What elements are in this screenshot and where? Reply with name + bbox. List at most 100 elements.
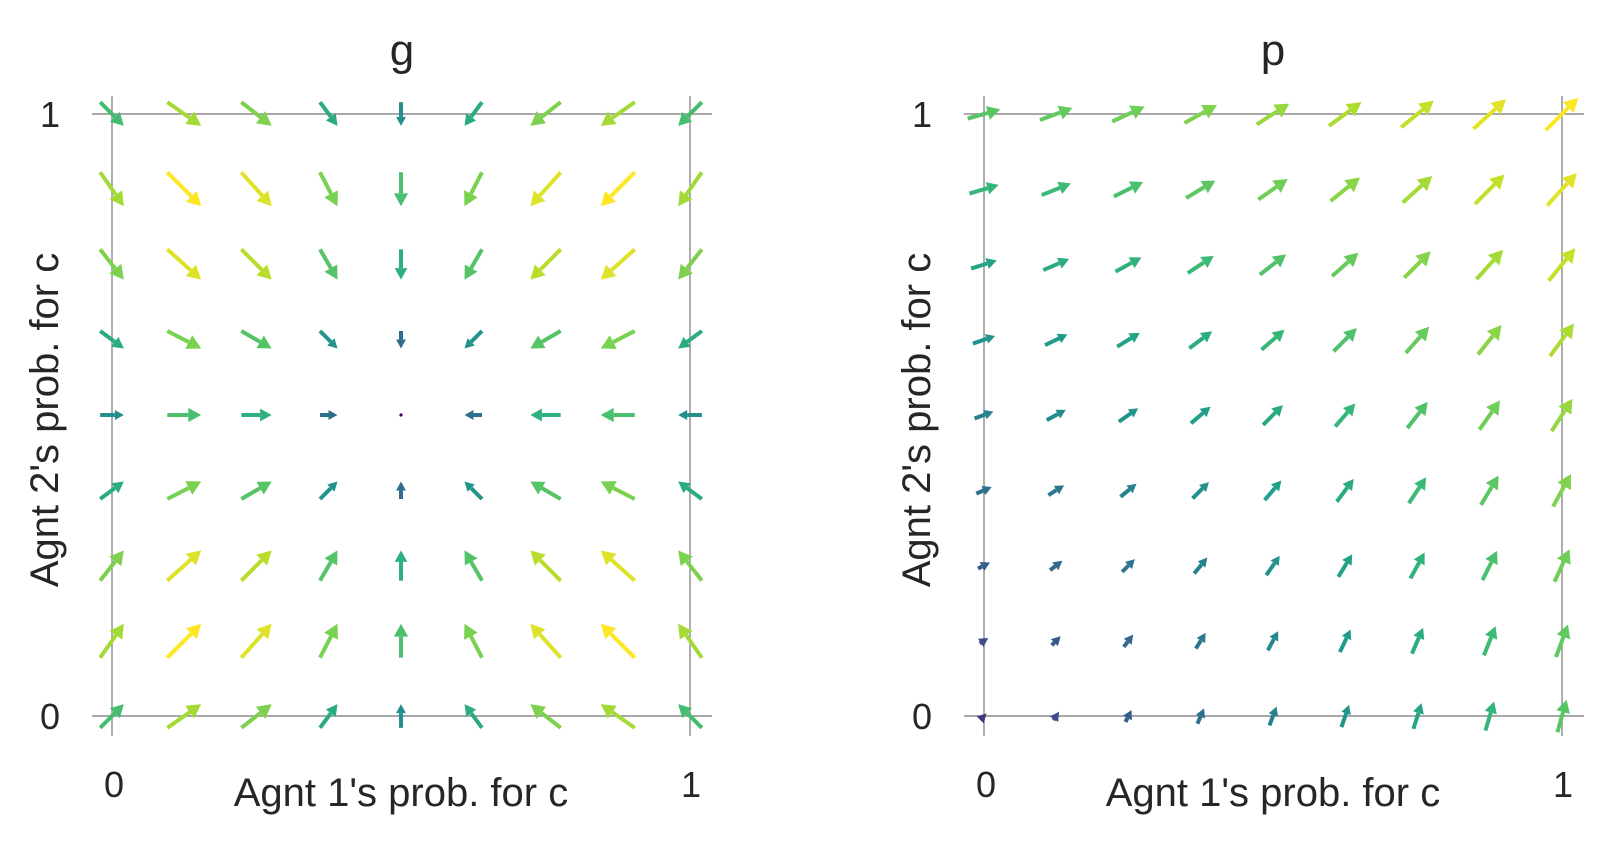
quiver-arrow bbox=[1330, 252, 1359, 278]
quiver-arrow bbox=[1472, 99, 1507, 131]
quiver-arrow bbox=[394, 249, 408, 280]
x-tick-label-0: 0 bbox=[104, 764, 124, 805]
quiver-arrow bbox=[1266, 631, 1279, 652]
quiver-arrow bbox=[320, 410, 338, 420]
quiver-arrow bbox=[968, 182, 999, 196]
quiver-arrow bbox=[1264, 555, 1280, 577]
quiver-arrow bbox=[1555, 699, 1570, 733]
quiver-arrow bbox=[530, 623, 563, 660]
quiver-arrow bbox=[1185, 180, 1216, 200]
quiver-arrow bbox=[600, 100, 636, 126]
quiver-arrow bbox=[678, 248, 704, 280]
quiver-arrow bbox=[973, 409, 994, 421]
quiver-arrow bbox=[1554, 624, 1571, 658]
quiver-arrow bbox=[464, 704, 484, 730]
quiver-arrow bbox=[1411, 703, 1424, 730]
quiver-arrow bbox=[1547, 248, 1576, 283]
quiver-arrow bbox=[1255, 103, 1290, 127]
quiver-arrow bbox=[318, 248, 338, 280]
quiver-arrow bbox=[318, 100, 338, 126]
quiver-arrow bbox=[1191, 482, 1209, 500]
quiver-arrow bbox=[678, 704, 704, 730]
quiver-arrow bbox=[98, 171, 124, 207]
quiver-arrow bbox=[530, 408, 561, 422]
quiver-arrow bbox=[1195, 708, 1206, 725]
quiver-arrow bbox=[464, 550, 484, 582]
quiver-arrow bbox=[678, 410, 702, 420]
quiver-arrow bbox=[972, 334, 996, 346]
quiver-arrow bbox=[975, 485, 992, 496]
arrow-layer bbox=[967, 97, 1579, 733]
quiver-arrow bbox=[165, 623, 202, 660]
panel-g: g 1 0 0 1 Agnt 1's prob. for c Agnt 2's … bbox=[23, 26, 712, 815]
quiver-arrow bbox=[1404, 326, 1430, 355]
quiver-arrow bbox=[239, 550, 272, 583]
y-axis-label: Agnt 2's prob. for c bbox=[895, 253, 939, 587]
quiver-arrow bbox=[396, 704, 406, 728]
quiver-arrow bbox=[1114, 257, 1142, 274]
quiver-arrow bbox=[318, 171, 338, 207]
x-axis-label: Agnt 1's prob. for c bbox=[1106, 771, 1440, 815]
quiver-arrow bbox=[1263, 480, 1282, 502]
quiver-arrow bbox=[967, 106, 1001, 121]
quiver-arrow bbox=[1332, 328, 1357, 353]
y-tick-label-1: 1 bbox=[912, 94, 932, 135]
quiver-arrow bbox=[239, 170, 272, 207]
quiver-arrow bbox=[166, 704, 202, 730]
quiver-arrow bbox=[530, 550, 563, 583]
quiver-arrow bbox=[1194, 632, 1206, 650]
quiver-arrow bbox=[530, 100, 562, 126]
quiver-arrow bbox=[1549, 398, 1573, 433]
quiver-arrow bbox=[240, 481, 272, 501]
quiver-arrow bbox=[970, 258, 997, 271]
quiver-arrow bbox=[978, 637, 989, 648]
quiver-arrow bbox=[166, 100, 202, 126]
quiver-arrow bbox=[1260, 329, 1285, 352]
quiver-arrow bbox=[464, 248, 484, 280]
quiver-arrow bbox=[1042, 257, 1070, 272]
quiver-arrow bbox=[600, 550, 637, 583]
quiver-arrow bbox=[1408, 552, 1425, 580]
quiver-arrow bbox=[1552, 549, 1571, 583]
quiver-arrow bbox=[1474, 249, 1504, 281]
quiver-arrow bbox=[167, 407, 202, 423]
quiver-arrow bbox=[1261, 405, 1283, 427]
quiver-arrow bbox=[530, 247, 563, 280]
quiver-arrow bbox=[1483, 701, 1497, 732]
quiver-arrow bbox=[1189, 406, 1211, 425]
quiver-arrow bbox=[1049, 711, 1060, 722]
quiver-arrow bbox=[239, 247, 272, 280]
quiver-arrow bbox=[1402, 251, 1431, 280]
quiver-arrow bbox=[318, 550, 338, 582]
quiver-arrow bbox=[1333, 403, 1356, 428]
quiver-arrow bbox=[1407, 477, 1427, 505]
quiver-arrow bbox=[318, 704, 338, 730]
quiver-arrow bbox=[600, 704, 636, 730]
quiver-arrow bbox=[165, 550, 202, 583]
quiver-arrow bbox=[464, 171, 484, 207]
quiver-arrow bbox=[98, 329, 124, 349]
quiver-arrow bbox=[1545, 172, 1577, 207]
quiver-arrow bbox=[678, 100, 704, 126]
quiver-arrow bbox=[165, 247, 202, 280]
quiver-arrow bbox=[98, 481, 124, 501]
quiver-arrow bbox=[464, 100, 484, 126]
quiver-arrow bbox=[1544, 97, 1579, 132]
quiver-arrow bbox=[1188, 331, 1213, 350]
quiver-arrow bbox=[1473, 174, 1505, 206]
quiver-arrow bbox=[464, 329, 484, 349]
quiver-arrow bbox=[1120, 559, 1135, 574]
quiver-arrow bbox=[600, 481, 636, 501]
x-tick-label-0: 0 bbox=[976, 764, 996, 805]
quiver-arrow bbox=[399, 413, 403, 417]
quiver-arrow bbox=[1192, 557, 1208, 575]
x-axis-label: Agnt 1's prob. for c bbox=[234, 771, 568, 815]
quiver-arrow bbox=[1119, 483, 1137, 499]
x-tick-label-1: 1 bbox=[681, 764, 701, 805]
y-tick-label-0: 0 bbox=[40, 696, 60, 737]
quiver-arrow bbox=[1477, 400, 1501, 431]
quiver-arrow bbox=[1327, 102, 1362, 128]
y-axis-label: Agnt 2's prob. for c bbox=[23, 253, 67, 587]
quiver-arrow bbox=[1050, 636, 1061, 647]
